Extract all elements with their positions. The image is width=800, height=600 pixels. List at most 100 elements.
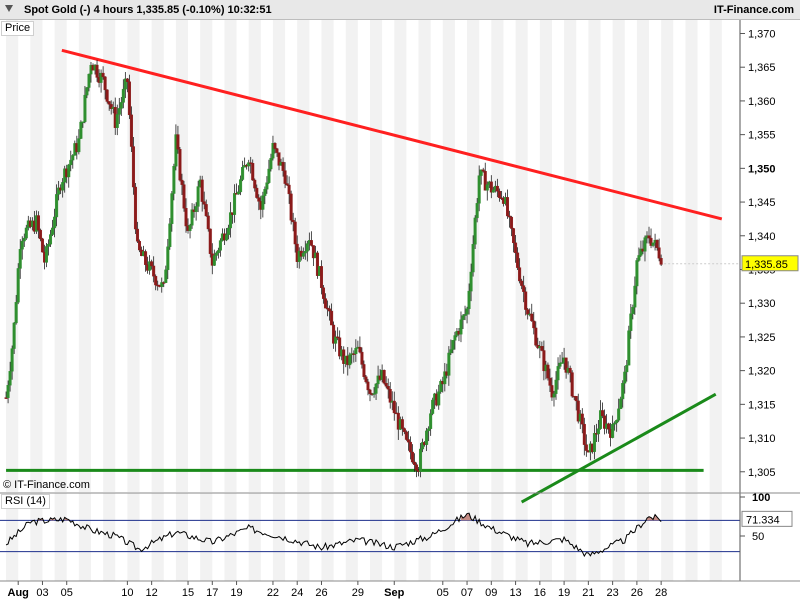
candle-body xyxy=(505,197,509,217)
candle-body xyxy=(133,186,137,230)
day-shade xyxy=(709,20,722,492)
candle-body xyxy=(611,423,615,438)
candle-body xyxy=(241,167,245,180)
price-panel-label: Price xyxy=(1,21,35,36)
candle-body xyxy=(281,161,285,171)
candle-body xyxy=(548,377,552,386)
day-shade xyxy=(588,20,601,492)
candle-body xyxy=(188,225,192,231)
candle-body xyxy=(603,415,607,429)
candle-body xyxy=(491,189,495,193)
x-tick-label: 13 xyxy=(509,587,521,599)
day-shade xyxy=(491,493,504,581)
candle-body xyxy=(309,240,313,246)
candle-body xyxy=(473,217,477,245)
candle-body xyxy=(415,464,419,471)
candle-body xyxy=(338,337,342,357)
day-shade xyxy=(442,493,455,581)
candle-body xyxy=(257,197,261,202)
candle-body xyxy=(374,383,378,394)
candle-body xyxy=(437,391,441,406)
candle-body xyxy=(451,340,455,350)
candle-body xyxy=(368,389,372,394)
chart-header: Spot Gold (-) 4 hours 1,335.85 (-0.10%) … xyxy=(0,0,800,20)
candle-body xyxy=(45,246,49,263)
candle-body xyxy=(542,350,546,372)
candle-body xyxy=(431,399,435,414)
y-tick-label: 1,370 xyxy=(748,28,776,40)
candle-body xyxy=(483,171,487,191)
day-shade xyxy=(442,20,455,492)
collapse-icon[interactable] xyxy=(5,5,13,13)
candle-body xyxy=(392,400,396,414)
candle-body xyxy=(439,381,443,392)
candle-body xyxy=(105,89,109,102)
y-tick-label: 1,325 xyxy=(748,332,776,344)
rsi-overbought-fill xyxy=(38,518,43,521)
day-shade xyxy=(200,493,213,581)
day-shade xyxy=(515,493,528,581)
candle-body xyxy=(184,208,188,227)
x-tick-label: Aug xyxy=(8,587,29,599)
candle-body xyxy=(305,243,309,252)
axes: 1,3051,3101,3151,3201,3251,3301,3351,340… xyxy=(0,20,800,599)
day-shade xyxy=(588,493,601,581)
candle-body xyxy=(477,175,481,204)
candle-body xyxy=(121,88,125,103)
candle-body xyxy=(564,357,568,373)
candle-body xyxy=(12,322,16,349)
candle-body xyxy=(79,121,83,139)
candle-body xyxy=(613,422,617,425)
y-tick-label: 1,365 xyxy=(748,62,776,74)
candle-body xyxy=(362,364,366,377)
candle-body xyxy=(447,352,451,376)
candle-body xyxy=(283,170,287,184)
candle-body xyxy=(360,351,364,365)
rsi-y-tick-label: 100 xyxy=(752,492,770,504)
candle-body xyxy=(49,234,53,245)
candle-body xyxy=(261,195,265,210)
uptrend-line xyxy=(520,392,717,504)
candle-body xyxy=(429,413,433,429)
candle-body xyxy=(81,121,85,123)
candle-body xyxy=(178,149,182,181)
candle-body xyxy=(412,461,416,465)
candle-body xyxy=(540,346,544,351)
y-tick-label: 1,350 xyxy=(748,163,776,175)
candle-body xyxy=(115,114,119,128)
candle-body xyxy=(36,215,40,231)
candle-body xyxy=(69,159,73,166)
day-shade xyxy=(6,20,19,492)
x-tick-label: 19 xyxy=(230,587,242,599)
rsi-overbought-fill xyxy=(50,517,55,521)
day-shade xyxy=(6,493,19,581)
x-tick-label: 29 xyxy=(352,587,364,599)
candle-body xyxy=(382,369,386,384)
y-tick-label: 1,305 xyxy=(748,467,776,479)
candle-body xyxy=(601,410,605,417)
candle-body xyxy=(55,194,59,218)
candle-body xyxy=(615,420,619,424)
candle-body xyxy=(138,241,142,251)
candle-body xyxy=(226,227,230,235)
day-shade xyxy=(224,493,237,581)
candle-body xyxy=(530,313,534,322)
current-price-label: 1,335.85 xyxy=(745,259,788,271)
candle-body xyxy=(101,72,105,78)
x-tick-label: 28 xyxy=(655,587,667,599)
rsi-plot xyxy=(0,512,740,558)
candle-body xyxy=(443,371,447,385)
candle-body xyxy=(239,179,243,193)
candle-body xyxy=(526,309,530,315)
candle-body xyxy=(336,336,340,339)
candle-body xyxy=(570,372,574,397)
x-tick-label: 09 xyxy=(485,587,497,599)
x-tick-label: 03 xyxy=(36,587,48,599)
candle-body xyxy=(576,400,580,422)
candle-body xyxy=(633,285,637,308)
candle-body xyxy=(129,114,133,147)
candle-body xyxy=(518,267,522,282)
y-tick-label: 1,355 xyxy=(748,130,776,142)
rsi-line xyxy=(5,512,662,558)
